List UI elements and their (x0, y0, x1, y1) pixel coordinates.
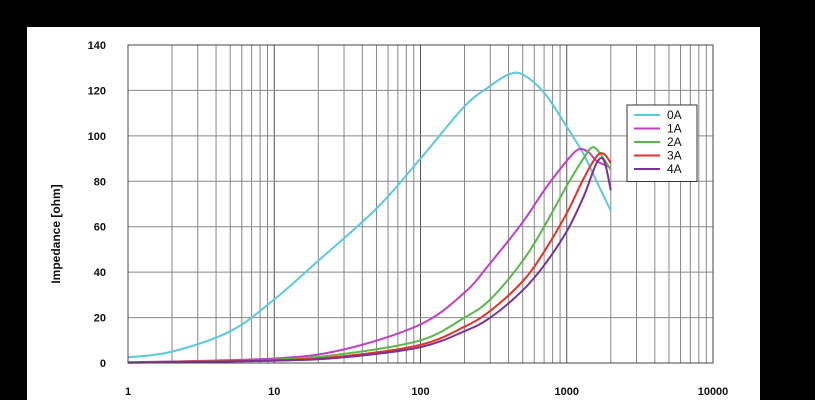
legend-label: 2A (667, 135, 682, 149)
plot-border (127, 44, 714, 364)
x-tick-labels: 1 10 100 1000 10000 (125, 386, 728, 398)
y-tick-label: 120 (88, 85, 106, 97)
legend-box (626, 104, 698, 182)
y-tick-label: 140 (88, 40, 106, 52)
x-tick-label: 10000 (698, 386, 729, 398)
y-tick-label: 0 (100, 358, 106, 370)
y-tick-label: 20 (94, 313, 106, 325)
y-tick-label: 100 (88, 131, 106, 143)
y-tick-labels: 0 20 40 60 80 100 120 140 (88, 40, 106, 370)
x-tick-label: 100 (411, 386, 429, 398)
y-tick-label: 40 (94, 267, 106, 279)
impedance-chart: 0 20 40 60 80 100 120 140 1 10 100 1000 10000 0A1A2… (49, 40, 728, 398)
legend-label: 1A (667, 122, 682, 136)
y-axis-label: Impedance [ohm] (49, 184, 63, 283)
y-tick-label: 60 (94, 222, 106, 234)
legend-label: 3A (667, 149, 682, 163)
x-tick-label: 1 (125, 386, 131, 398)
legend-label: 4A (667, 162, 682, 176)
x-tick-label: 1000 (555, 386, 579, 398)
x-tick-label: 10 (268, 386, 280, 398)
series-line-3a (127, 152, 612, 364)
series-line-2a (127, 146, 612, 364)
y-tick-label: 80 (94, 176, 106, 188)
chart-panel: 0 20 40 60 80 100 120 140 1 10 100 1000 10000 0A 1A 2… (27, 27, 760, 400)
grid-lines (127, 44, 713, 364)
series-line-4a (127, 156, 612, 364)
series-lines (127, 71, 612, 364)
legend-label: 0A (667, 108, 682, 122)
series-line-0a (127, 71, 612, 359)
